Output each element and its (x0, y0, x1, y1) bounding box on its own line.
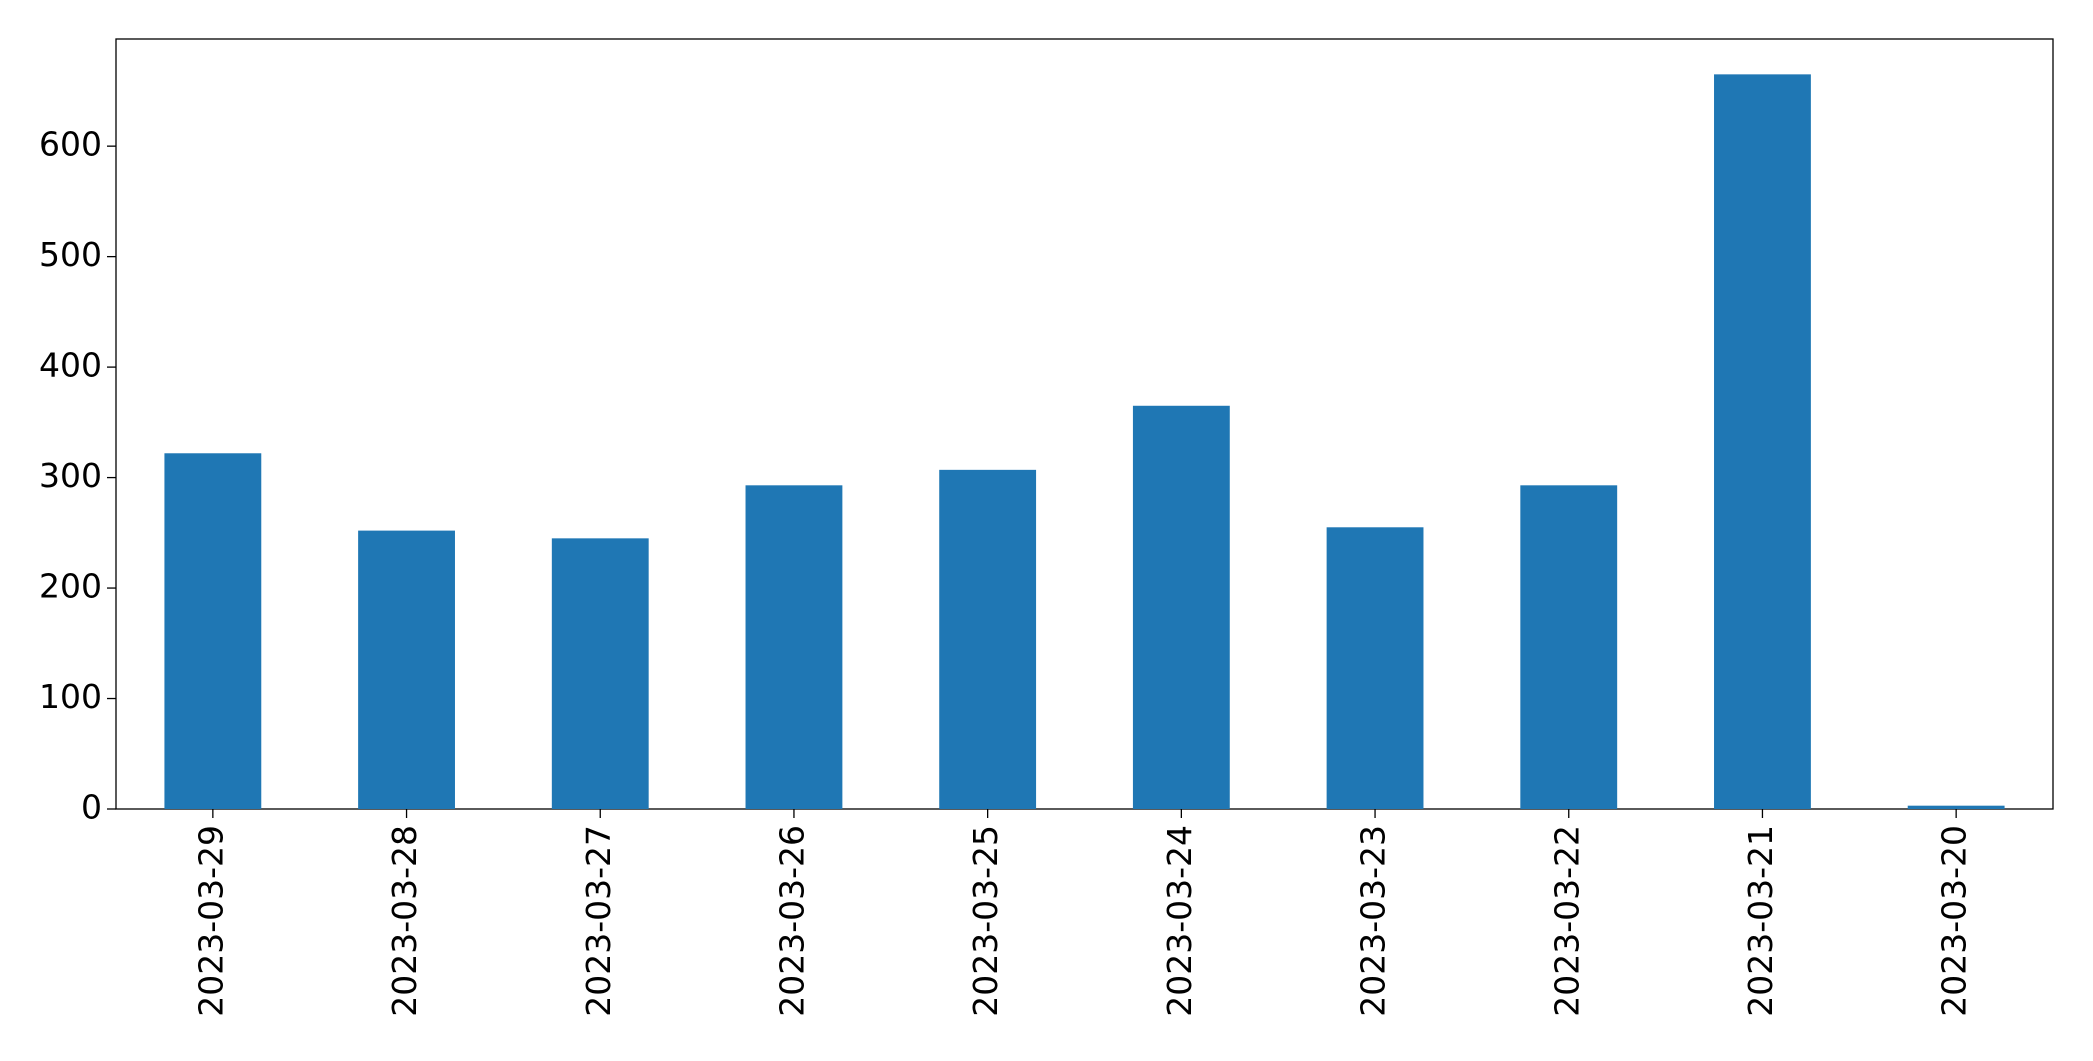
y-tick-label: 500 (39, 235, 102, 274)
x-tick-label: 2023-03-20 (1935, 825, 1974, 1017)
plot-frame (115, 38, 2054, 810)
y-tick-label: 200 (39, 567, 102, 606)
x-tick-label: 2023-03-28 (385, 825, 424, 1017)
bar (1714, 74, 1811, 810)
bar (1907, 805, 2005, 809)
bar (1132, 405, 1230, 809)
bar (1326, 527, 1424, 809)
y-tick-label: 100 (39, 677, 102, 716)
y-tick-label: 0 (81, 788, 102, 827)
x-tick-label: 2023-03-24 (1160, 825, 1199, 1017)
x-tick-label: 2023-03-22 (1547, 825, 1586, 1017)
bar (939, 469, 1037, 809)
bar (1520, 485, 1618, 809)
x-tick-label: 2023-03-21 (1741, 825, 1780, 1017)
x-tick-label: 2023-03-26 (772, 825, 811, 1017)
bar (551, 538, 649, 809)
x-tick-label: 2023-03-25 (966, 825, 1005, 1017)
y-tick-label: 300 (39, 456, 102, 495)
y-tick-label: 400 (39, 346, 102, 385)
x-tick-label: 2023-03-27 (579, 825, 618, 1017)
bar (745, 485, 843, 809)
y-tick-label: 600 (39, 125, 102, 164)
x-tick-label: 2023-03-23 (1354, 825, 1393, 1017)
bar (358, 530, 455, 809)
bar (164, 453, 262, 809)
x-tick-label: 2023-03-29 (191, 825, 230, 1017)
